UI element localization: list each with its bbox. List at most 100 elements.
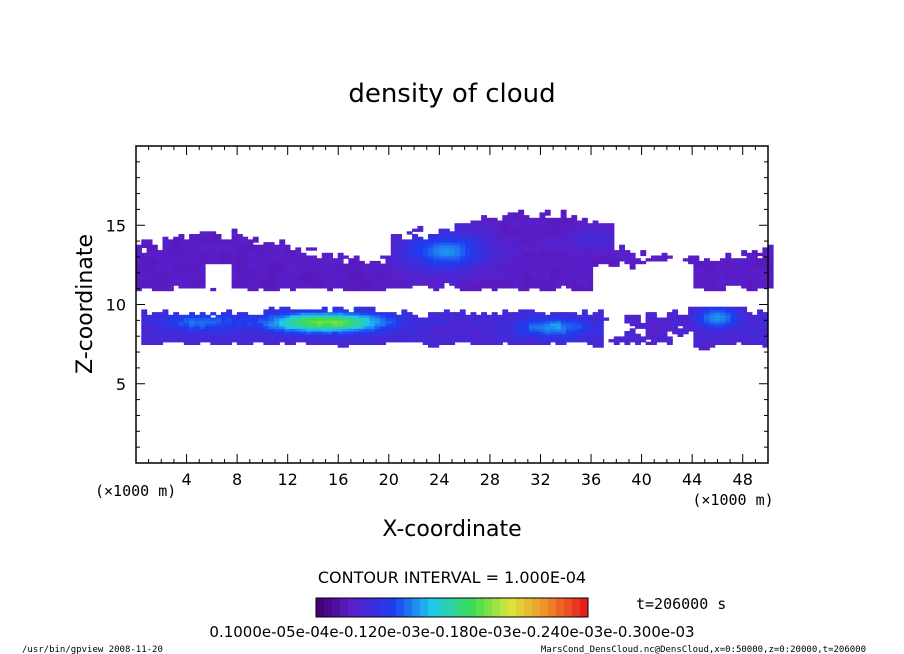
density-cell (645, 317, 652, 321)
density-cell (555, 217, 562, 222)
density-cell (741, 331, 748, 335)
density-cell (311, 322, 318, 327)
density-cell (406, 250, 413, 254)
density-cell (571, 277, 578, 281)
density-cell (305, 277, 312, 281)
density-cell (449, 339, 456, 343)
density-cell (236, 236, 243, 240)
density-cell (284, 277, 291, 281)
density-cell (247, 277, 254, 281)
density-cell (268, 260, 275, 265)
density-cell (178, 263, 185, 267)
density-cell (507, 223, 514, 227)
density-cell (311, 317, 318, 321)
density-cell (183, 269, 190, 273)
density-cell (380, 255, 387, 259)
density-cell (597, 252, 604, 257)
density-cell (406, 277, 413, 281)
density-cell (566, 317, 572, 321)
density-cell (735, 279, 742, 284)
density-cell (491, 250, 498, 254)
density-cell (491, 314, 498, 319)
colorbar-segment (540, 598, 549, 617)
density-cell (597, 231, 604, 235)
density-cell (624, 320, 631, 324)
density-cell (231, 258, 238, 262)
density-cell (189, 269, 195, 273)
density-cell (560, 271, 567, 275)
density-cell (183, 322, 190, 327)
density-cell (438, 239, 445, 243)
density-cell (242, 247, 249, 251)
density-cell (146, 331, 153, 335)
density-cell (359, 306, 365, 310)
density-cell (762, 266, 769, 270)
density-cell (762, 252, 769, 257)
density-cell (353, 269, 360, 273)
density-cell (603, 225, 610, 230)
density-cell (321, 331, 328, 335)
density-cell (741, 333, 748, 337)
density-cell (502, 228, 509, 232)
density-cell (470, 228, 477, 232)
density-cell (449, 247, 456, 251)
density-cell (268, 247, 275, 251)
density-cell (242, 236, 249, 240)
density-cell (603, 255, 610, 259)
density-cell (189, 317, 195, 321)
density-cell (316, 263, 323, 267)
density-cell (231, 279, 238, 284)
density-cell (199, 331, 206, 335)
density-cell (523, 247, 530, 251)
density-cell (300, 260, 307, 265)
density-cell (507, 242, 514, 246)
density-cell (162, 339, 169, 343)
density-cell (353, 336, 360, 340)
density-cell (475, 269, 482, 273)
density-cell (459, 328, 466, 332)
density-cell (518, 271, 525, 275)
density-cell (682, 331, 689, 335)
density-cell (146, 250, 153, 254)
density-cell (274, 314, 280, 319)
density-cell (178, 322, 185, 327)
density-cell (454, 228, 461, 232)
density-cell (343, 325, 349, 329)
density-cell (720, 258, 726, 262)
density-cell (151, 331, 158, 335)
density-cell (666, 322, 673, 327)
density-cell (528, 263, 535, 267)
density-cell (688, 322, 694, 327)
density-cell (194, 325, 201, 329)
density-cell (550, 271, 556, 275)
density-cell (300, 263, 307, 267)
density-cell (449, 252, 456, 257)
density-cell (486, 269, 493, 273)
density-cell (491, 260, 498, 265)
density-cell (316, 312, 323, 316)
density-cell (151, 317, 158, 321)
density-cell (470, 260, 477, 265)
density-cell (390, 234, 397, 238)
density-cell (300, 312, 307, 316)
density-cell (258, 258, 264, 262)
density-cell (189, 266, 195, 270)
density-cell (300, 282, 307, 286)
density-cell (274, 263, 280, 267)
density-cell (194, 269, 201, 273)
density-cell (576, 287, 583, 292)
density-cell (337, 258, 344, 262)
density-cell (597, 317, 604, 321)
density-cell (327, 263, 333, 267)
density-cell (576, 328, 583, 332)
density-cell (539, 212, 546, 216)
density-cell (587, 285, 594, 289)
density-cell (449, 325, 456, 329)
density-cell (236, 269, 243, 273)
density-cell (337, 309, 344, 313)
density-cell (725, 306, 732, 310)
density-cell (635, 339, 641, 343)
density-cell (571, 260, 578, 265)
density-cell (741, 325, 748, 329)
density-cell (189, 247, 195, 251)
